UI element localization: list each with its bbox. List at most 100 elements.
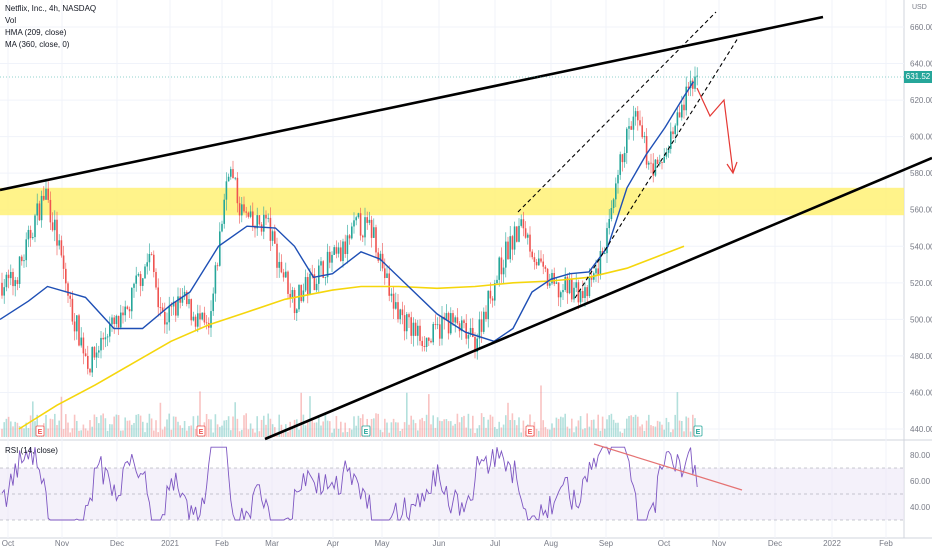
- volume-bar: [480, 413, 483, 437]
- volume-bar: [274, 427, 276, 437]
- candle-body: [692, 80, 694, 89]
- volume-bar: [87, 430, 89, 437]
- candle-body: [351, 226, 353, 239]
- volume-bar: [324, 413, 327, 437]
- volume-bar: [575, 426, 577, 437]
- volume-bar: [443, 419, 445, 437]
- volume-bar: [412, 419, 415, 437]
- candle-body: [639, 120, 641, 126]
- candle-body: [230, 169, 232, 177]
- volume-bar: [692, 414, 694, 437]
- volume-bar: [639, 426, 641, 437]
- rsi-axis[interactable]: 40.00 60.00 80.00: [910, 451, 931, 512]
- candle-body: [333, 247, 335, 255]
- candle-body: [168, 305, 170, 323]
- candle-body: [538, 258, 540, 266]
- candle-body: [157, 287, 159, 308]
- channel-lower-dashed[interactable]: [574, 37, 739, 299]
- projection-arrowhead: [726, 161, 738, 175]
- volume-bar: [260, 419, 263, 437]
- volume-bar: [465, 427, 467, 437]
- projection-arrow[interactable]: [696, 87, 734, 173]
- volume-bar: [3, 422, 5, 437]
- candle-body: [223, 199, 225, 224]
- candle-body: [346, 235, 349, 255]
- volume-bar: [263, 415, 265, 437]
- rsi-divergence-line[interactable]: [593, 443, 743, 491]
- volume-bar: [663, 429, 665, 437]
- symbol-title[interactable]: Netflix, Inc., 4h, NASDAQ: [5, 4, 97, 13]
- wedge-upper-trendline[interactable]: [0, 15, 824, 192]
- volume-bar: [542, 420, 544, 437]
- candle-body: [434, 324, 437, 325]
- candle-body: [54, 219, 56, 231]
- candle-body: [362, 235, 364, 238]
- volume-bar: [225, 420, 228, 437]
- hma-legend[interactable]: HMA (209, close): [5, 28, 67, 37]
- candle-body: [241, 204, 243, 216]
- candle-body: [18, 256, 21, 284]
- volume-bar: [146, 422, 148, 437]
- candle-body: [199, 313, 201, 320]
- volume-bar: [221, 425, 223, 437]
- candle-body: [645, 136, 648, 165]
- candle-body: [21, 256, 23, 262]
- volume-bar: [27, 427, 30, 437]
- volume-bar: [78, 430, 80, 437]
- time-axis[interactable]: Oct Nov Dec 2021 Feb Mar Apr May Jun Jul Aug Sep Oct…: [2, 539, 894, 548]
- volume-bar: [82, 424, 85, 437]
- volume-bar: [269, 418, 272, 437]
- candle-body: [38, 203, 41, 221]
- candle-body: [410, 317, 412, 336]
- candle-body: [513, 226, 516, 250]
- candle-body: [527, 234, 529, 238]
- candle-body: [379, 253, 382, 261]
- volume-bar: [439, 420, 441, 437]
- candle-body: [16, 280, 19, 284]
- volume-bar: [571, 418, 573, 437]
- volume-bar: [518, 417, 520, 437]
- volume-bar: [502, 424, 505, 437]
- volume-bar: [494, 427, 496, 437]
- candle-body: [148, 254, 151, 263]
- rsi-legend[interactable]: RSI (14, close): [5, 446, 58, 455]
- wedge-lower-trendline[interactable]: [264, 156, 932, 441]
- candle-body: [628, 126, 630, 129]
- volume-bar: [29, 415, 32, 437]
- candle-body: [126, 306, 129, 310]
- resistance-zone: [0, 187, 904, 216]
- candle-body: [551, 273, 553, 284]
- volume-bar: [683, 431, 685, 437]
- volume-bar: [395, 422, 397, 437]
- vol-legend[interactable]: Vol: [5, 16, 17, 25]
- candle-body: [161, 307, 164, 312]
- candle-body: [188, 299, 190, 305]
- price-axis[interactable]: 440.00 460.00 480.00 500.00 520.00 540.00 560.…: [910, 23, 932, 434]
- volume-bar: [676, 392, 679, 437]
- volume-bar: [381, 432, 384, 437]
- volume-bar: [243, 415, 245, 437]
- channel-upper-dashed[interactable]: [517, 11, 717, 213]
- volume-bar: [597, 414, 599, 437]
- main-pane[interactable]: [0, 0, 904, 439]
- volume-bar: [126, 420, 129, 437]
- candle-body: [542, 261, 544, 267]
- volume-bar: [478, 425, 481, 437]
- volume-bar: [551, 423, 553, 437]
- candle-body: [597, 268, 599, 276]
- candle-body: [612, 199, 615, 209]
- volume-bar: [302, 414, 305, 437]
- volume-bar: [463, 415, 465, 437]
- earnings-label: E: [364, 429, 369, 436]
- volume-bar: [610, 413, 613, 437]
- candle-body: [359, 213, 362, 236]
- candle-body: [681, 104, 683, 118]
- candle-body: [263, 214, 265, 232]
- ma-legend[interactable]: MA (360, close, 0): [5, 40, 70, 49]
- volume-bar: [619, 431, 621, 437]
- candle-body: [67, 283, 69, 296]
- candle-body: [588, 277, 591, 297]
- volume-bar: [256, 416, 258, 437]
